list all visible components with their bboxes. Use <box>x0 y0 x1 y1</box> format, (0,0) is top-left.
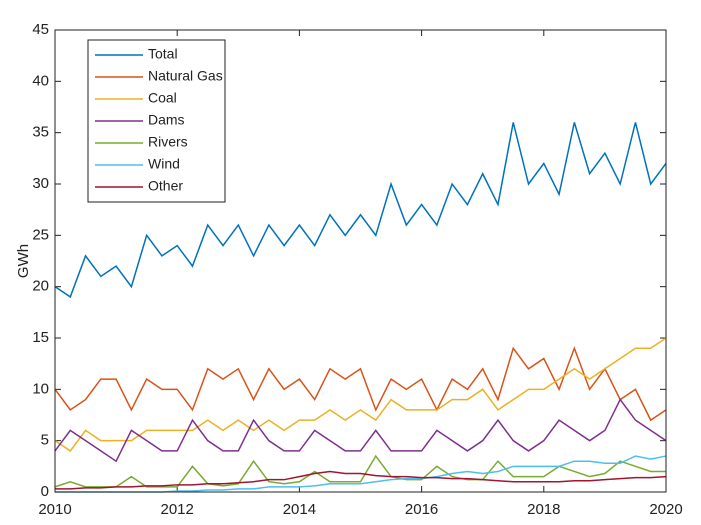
y-tick-label: 10 <box>32 380 49 397</box>
y-tick-label: 0 <box>41 483 49 500</box>
y-tick-label: 5 <box>41 432 49 449</box>
series-line <box>54 398 667 463</box>
legend-label: Other <box>148 178 183 194</box>
y-tick-label: 45 <box>32 21 49 38</box>
y-tick-label: 30 <box>32 175 49 192</box>
series-line <box>55 470 667 490</box>
x-tick-label: 2018 <box>527 501 560 518</box>
series-line <box>54 337 667 452</box>
legend-label: Wind <box>148 156 180 172</box>
y-tick-label: 25 <box>32 226 49 243</box>
x-tick-label: 2014 <box>283 501 316 518</box>
legend: Total Natural Gas Coal Dams Rivers Wind Other <box>87 39 226 203</box>
plot-frame <box>54 29 667 493</box>
legend-label: Total <box>148 46 178 62</box>
y-tick-label: 35 <box>32 124 49 141</box>
y-tick-label: 20 <box>32 278 49 295</box>
legend-label: Dams <box>148 112 185 128</box>
legend-label: Rivers <box>148 134 188 150</box>
y-tick-label: 40 <box>32 72 49 89</box>
legend-label: Natural Gas <box>148 68 223 84</box>
x-tick-label: 2016 <box>405 501 438 518</box>
y-axis-label: GWh <box>15 244 32 278</box>
series-line <box>54 122 667 299</box>
x-tick-label: 2020 <box>649 501 682 518</box>
legend-label: Coal <box>148 90 177 106</box>
y-tick-label: 15 <box>32 329 49 346</box>
x-tick-label: 2012 <box>161 501 194 518</box>
x-tick-label: 2010 <box>38 501 71 518</box>
series-line <box>54 454 666 488</box>
